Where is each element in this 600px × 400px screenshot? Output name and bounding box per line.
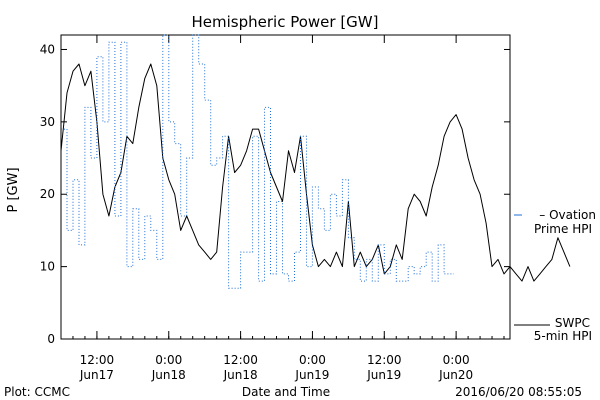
x-tick-time-label: 12:00 xyxy=(80,353,115,367)
legend-ovation-label: – Ovation xyxy=(539,208,596,222)
y-tick-label: 30 xyxy=(40,115,55,129)
y-tick-label: 20 xyxy=(40,187,55,201)
chart-title: Hemispheric Power [GW] xyxy=(192,13,379,31)
y-axis-ticks: 0 10 20 30 40 xyxy=(40,42,510,346)
series-layer xyxy=(60,34,571,289)
x-tick-date-label: Jun20 xyxy=(438,368,473,382)
x-tick-date-label: Jun17 xyxy=(79,368,114,382)
x-tick-time-label: 0:00 xyxy=(299,353,326,367)
x-tick-date-label: Jun18 xyxy=(223,368,258,382)
legend-swpc-label-2: 5-min HPI xyxy=(534,329,592,343)
x-tick-time-label: 12:00 xyxy=(367,353,402,367)
footer-timestamp: 2016/06/20 08:55:05 xyxy=(455,385,582,399)
x-axis-label: Date and Time xyxy=(242,385,330,399)
y-axis-label: P [GW] xyxy=(6,167,21,212)
y-tick-label: 10 xyxy=(40,260,55,274)
x-tick-time-label: 0:00 xyxy=(443,353,470,367)
series-swpc-5min-hpi xyxy=(60,63,571,282)
x-tick-date-label: Jun19 xyxy=(294,368,329,382)
x-axis-ticks: 12:00Jun170:00Jun1812:00Jun180:00Jun1912… xyxy=(60,35,505,382)
series-ovation-prime-hpi xyxy=(61,34,454,289)
legend-ovation-label-2: Prime HPI xyxy=(534,222,592,236)
y-tick-label: 0 xyxy=(47,332,55,346)
x-tick-date-label: Jun19 xyxy=(366,368,401,382)
x-tick-time-label: 12:00 xyxy=(223,353,258,367)
x-tick-time-label: 0:00 xyxy=(155,353,182,367)
y-tick-label: 40 xyxy=(40,42,55,56)
footer-plot-credit: Plot: CCMC xyxy=(4,385,70,399)
plot-frame xyxy=(60,34,511,340)
x-tick-date-label: Jun18 xyxy=(151,368,186,382)
legend-swpc-label: SWPC xyxy=(555,316,590,330)
